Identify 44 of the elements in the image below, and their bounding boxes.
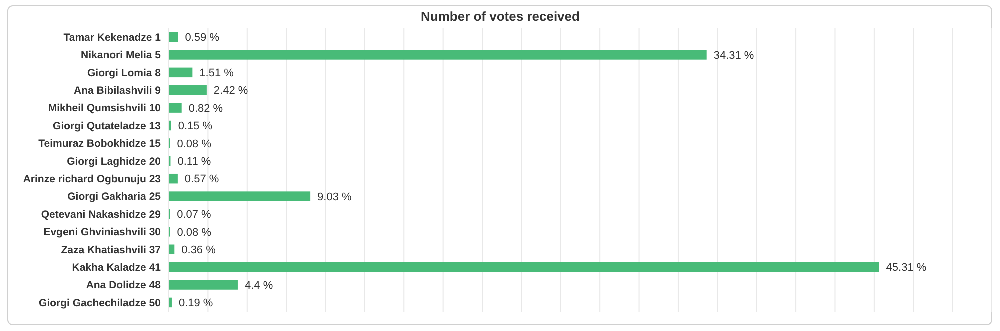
y-tick-label: Arinze richard Ogbunuju 23 (23, 174, 162, 186)
y-tick-label: Teimuraz Bobokhidze 15 (38, 138, 162, 150)
bar (169, 50, 707, 60)
data-label: 0.07 % (177, 209, 212, 222)
data-label: 34.31 % (714, 50, 754, 62)
bar (169, 280, 238, 290)
bar (169, 174, 178, 184)
y-tick-label: Ana Bibilashvili 9 (74, 85, 162, 98)
y-tick-label: Giorgi Qutateladze 13 (53, 120, 162, 132)
data-label: 0.57 % (184, 174, 220, 186)
data-label: 9.03 % (318, 191, 352, 204)
y-tick-label: Zaza Khatiashvili 37 (61, 244, 162, 256)
y-tick-label: Kakha Kaladze 41 (72, 262, 162, 274)
y-tick-label: Evgeni Ghviniashvili 30 (44, 226, 162, 239)
data-label: 0.19 % (178, 298, 214, 310)
y-tick-label: Giorgi Lomia 8 (87, 67, 162, 80)
y-tick-label: Nikanori Melia 5 (81, 50, 162, 62)
data-label: 4.4 % (244, 280, 274, 292)
data-label: 0.08 % (177, 226, 212, 239)
bar (169, 32, 178, 42)
data-label: 0.08 % (177, 138, 212, 150)
chart-title: Number of votes received (421, 9, 580, 24)
y-tick-label: Qetevani Nakashidze 29 (41, 208, 162, 221)
data-label: 0.59 % (185, 32, 220, 44)
bar (169, 192, 311, 202)
data-label: 45.31 % (886, 262, 927, 274)
data-label: 1.51 % (200, 68, 234, 80)
data-label: 0.15 % (178, 120, 213, 133)
y-tick-label: Mikheil Qumsishvili 10 (48, 102, 162, 115)
y-tick-label: Giorgi Laghidze 20 (67, 156, 162, 168)
data-label: 0.11 % (178, 156, 212, 168)
y-tick-label: Tamar Kekenadze 1 (64, 32, 162, 44)
bar (169, 298, 172, 308)
bar (169, 103, 182, 113)
bar (169, 262, 880, 272)
data-label: 2.42 % (214, 85, 248, 98)
bar (169, 244, 175, 254)
y-tick-label: Giorgi Gakharia 25 (68, 191, 162, 204)
y-tick-label: Giorgi Gachechiladze 50 (39, 297, 162, 310)
bar (169, 86, 207, 96)
data-label: 0.36 % (182, 244, 216, 256)
data-label: 0.82 % (188, 102, 224, 115)
y-tick-label: Ana Dolidze 48 (86, 280, 162, 292)
bar (169, 68, 193, 78)
